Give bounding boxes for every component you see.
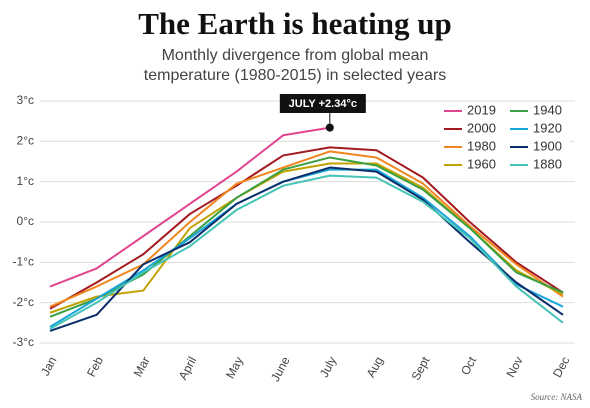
legend-label: 1940: [533, 102, 562, 117]
x-tick-label: Mar: [131, 354, 153, 379]
x-tick-label: May: [223, 354, 246, 381]
series-line: [49, 126, 330, 288]
series-line: [49, 150, 564, 308]
legend-label: 1880: [533, 156, 562, 171]
annotation-box: [279, 94, 366, 113]
series-line: [49, 166, 564, 332]
y-tick-label: 2°c: [17, 134, 34, 148]
legend-label: 1980: [467, 138, 496, 153]
series-line: [49, 162, 564, 314]
chart-subtitle: temperature (1980-2015) in selected year…: [144, 67, 446, 84]
x-tick-label: April: [176, 354, 200, 382]
legend-bg: [440, 102, 570, 176]
source: Source: NASA: [531, 392, 583, 402]
chart-subtitle: Monthly divergence from global mean: [162, 47, 429, 64]
x-tick-label: Sept: [409, 354, 433, 383]
x-tick-label: Dec: [550, 354, 572, 379]
legend-label: 1960: [467, 156, 496, 171]
x-tick-label: Feb: [84, 354, 106, 379]
y-tick-label: 1°c: [17, 174, 34, 188]
x-tick-label: July: [317, 354, 339, 379]
series-line: [49, 174, 564, 330]
series-line: [49, 146, 564, 310]
x-tick-label: Jan: [38, 354, 59, 378]
chart-title: The Earth is heating up: [138, 6, 452, 41]
y-tick-label: 0°c: [17, 214, 34, 228]
legend-label: 2000: [467, 120, 496, 135]
x-tick-label: Oct: [458, 354, 479, 378]
x-tick-label: June: [268, 354, 293, 384]
x-tick-label: Aug: [364, 354, 386, 379]
y-tick-label: -1°c: [13, 255, 34, 269]
annotation-dot: [325, 123, 334, 132]
y-tick-label: 3°c: [17, 93, 34, 107]
x-tick-label: Nov: [503, 354, 525, 379]
legend-label: 2019: [467, 102, 496, 117]
y-tick-label: -3°c: [13, 335, 34, 349]
legend-label: 1900: [533, 138, 562, 153]
legend-label: 1920: [533, 120, 562, 135]
annotation-text: JULY +2.34°c: [289, 98, 357, 110]
y-tick-label: -2°c: [13, 295, 34, 309]
